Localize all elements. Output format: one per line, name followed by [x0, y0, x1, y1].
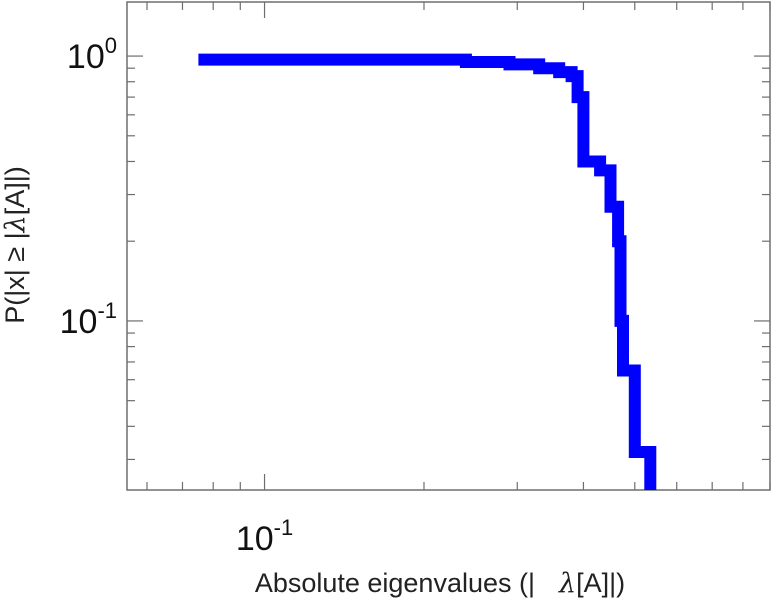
x-tick-label: 10-1: [236, 515, 293, 558]
tick-labels: 10-1 100 10-1: [60, 33, 294, 558]
y-axis-title: P(|x| ≥ |λ[A]|): [0, 166, 31, 324]
axis-ticks: [127, 2, 771, 490]
plot-area-frame: [126, 1, 771, 491]
series-line: [198, 53, 657, 490]
y-tick-label: 10-1: [60, 298, 117, 341]
y-tick-label: 100: [67, 33, 117, 76]
x-axis-title: Absolute eigenvalues (| λ[A]|): [255, 568, 625, 599]
